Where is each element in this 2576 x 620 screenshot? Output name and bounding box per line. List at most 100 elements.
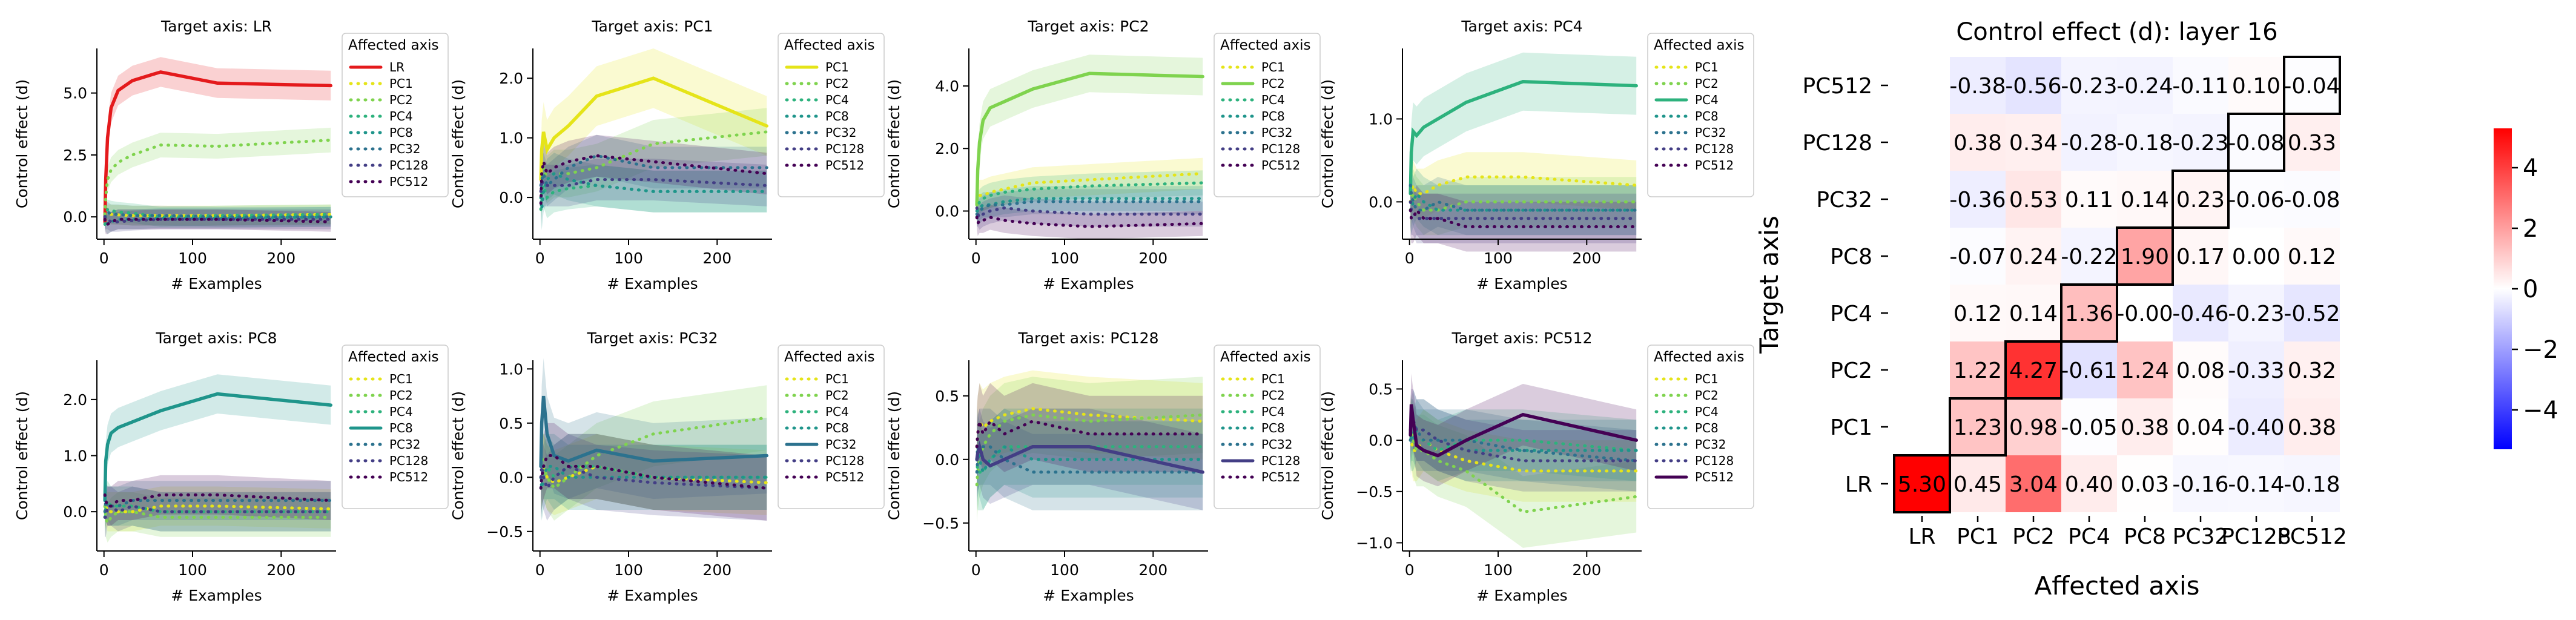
band-PC1 — [1410, 152, 1637, 227]
heatmap-cell — [2284, 228, 2340, 285]
x-tick-label: 200 — [1138, 561, 1167, 579]
band-PC32 — [541, 134, 767, 206]
heatmap-cell — [2228, 228, 2284, 285]
band-PC8 — [1410, 399, 1637, 481]
x-axis-label: # Examples — [171, 587, 262, 604]
legend-title: Affected axis — [348, 349, 439, 365]
heatmap-cell-label: 0.14 — [2121, 188, 2169, 213]
legend-frame — [1214, 345, 1321, 509]
band-PC512 — [1410, 185, 1637, 252]
legend-label: PC8 — [825, 109, 849, 124]
heatmap-cell-label: -0.52 — [2284, 302, 2340, 326]
legend-label: PC1 — [389, 372, 413, 386]
legend-frame — [342, 33, 449, 197]
x-tick-label: 100 — [178, 561, 207, 579]
x-tick-label: LR — [1908, 524, 1935, 549]
x-tick-label: PC1 — [1957, 524, 1999, 549]
diagonal-highlight — [2171, 170, 2230, 229]
legend-label: PC8 — [389, 421, 413, 435]
series-line-PC8 — [1409, 191, 1638, 212]
panel-PC128: Target axis: PC128 −0.5 0.0 0.5 0 100 200# Exa… — [885, 329, 1321, 604]
heatmap-cell — [2173, 228, 2228, 285]
heatmap-cell-label: -0.33 — [2228, 358, 2284, 383]
heatmap-cell — [2061, 341, 2117, 398]
heatmap-cell — [1950, 171, 2006, 228]
heatmap-cell-label: 0.24 — [2009, 245, 2058, 269]
line-panels: Target axis: LR0.02.55.00 100 200# Example… — [13, 18, 1754, 604]
series-line-PC32 — [539, 395, 768, 469]
series-line-LR — [103, 70, 332, 224]
band-PC128 — [977, 195, 1203, 230]
y-axis-label: Control effect (d) — [13, 79, 31, 208]
y-tick-label: 1.0 — [63, 447, 87, 465]
heatmap-cell-label: -0.46 — [2172, 302, 2228, 326]
heatmap-cell — [2061, 171, 2117, 228]
y-tick-label: 1.0 — [1369, 110, 1393, 128]
heatmap-cell-label: 0.45 — [1953, 472, 2002, 497]
heatmap-cell-label: -0.08 — [2284, 188, 2340, 213]
x-tick-label: 0 — [971, 561, 981, 579]
y-axis-label: Control effect (d) — [1319, 79, 1336, 208]
series-line-PC512 — [103, 493, 332, 508]
x-axis-label: # Examples — [171, 275, 262, 292]
heatmap-cell-label: 1.23 — [1953, 415, 2002, 440]
heatmap-cell — [2228, 341, 2284, 398]
panel-title: Target axis: PC512 — [1451, 329, 1593, 347]
heatmap-cell — [1950, 455, 2006, 512]
band-LR — [105, 57, 331, 237]
series-line-PC8 — [539, 171, 768, 210]
y-tick-label: 2.5 — [63, 147, 87, 164]
legend-label: PC2 — [1695, 388, 1719, 403]
band-PC1 — [977, 157, 1203, 217]
band-PC2 — [977, 377, 1203, 523]
x-tick-label: 0 — [971, 249, 981, 267]
series-line-PC128 — [539, 464, 768, 492]
y-tick-label: PC8 — [1830, 245, 1872, 269]
heatmap-cell — [2006, 57, 2061, 114]
band-PC4 — [1410, 399, 1637, 481]
diagonal-highlight — [2116, 226, 2174, 286]
legend-label: PC128 — [1695, 142, 1734, 156]
legend-frame — [778, 345, 885, 509]
x-tick-label: 200 — [266, 249, 296, 267]
x-tick-label: PC32 — [2173, 524, 2229, 549]
heatmap-cell — [2117, 455, 2173, 512]
panel-title: Target axis: PC128 — [1018, 329, 1159, 347]
heatmap-cell-label: 0.03 — [2121, 472, 2169, 497]
heatmap-cell — [2061, 57, 2117, 114]
y-tick-label: 1.0 — [499, 360, 523, 378]
heatmap-cell — [2173, 341, 2228, 398]
heatmap-cell-label: -0.18 — [2284, 472, 2340, 497]
y-tick-label: −1.0 — [1356, 534, 1393, 552]
heatmap-title: Control effect (d): layer 16 — [1956, 18, 2277, 46]
y-tick-label: 0.0 — [63, 503, 87, 521]
heatmap-cell-label: 0.17 — [2176, 245, 2225, 269]
y-tick-label: 0.5 — [935, 388, 959, 405]
x-tick-label: 100 — [1484, 561, 1513, 579]
heatmap-cell — [2006, 171, 2061, 228]
x-tick-label: 200 — [266, 561, 296, 579]
legend-title: Affected axis — [348, 38, 439, 53]
heatmap-cell — [2228, 455, 2284, 512]
legend-label: PC2 — [825, 76, 849, 91]
heatmap-cell-label: 0.23 — [2176, 188, 2225, 213]
legend-label: PC4 — [1695, 404, 1719, 419]
series-line-PC1 — [975, 407, 1204, 449]
heatmap-cell — [2173, 398, 2228, 455]
y-tick-label: 2.0 — [499, 70, 523, 87]
diagonal-highlight — [1949, 397, 2007, 457]
series-line-PC128 — [103, 215, 332, 223]
series-line-PC32 — [539, 154, 768, 188]
heatmap-cell-label: -0.05 — [2061, 415, 2117, 440]
band-PC512 — [541, 423, 767, 521]
heatmap-cell-label: -0.36 — [1949, 188, 2006, 213]
heatmap-cell-label: 0.00 — [2232, 245, 2280, 269]
y-tick-label: PC512 — [1802, 74, 1872, 99]
series-line-PC2 — [103, 504, 332, 527]
heatmap-cell-label: 0.53 — [2009, 188, 2058, 213]
colorbar-tick-label: 4 — [2523, 154, 2538, 182]
heatmap-cell-label: -0.16 — [2172, 472, 2228, 497]
